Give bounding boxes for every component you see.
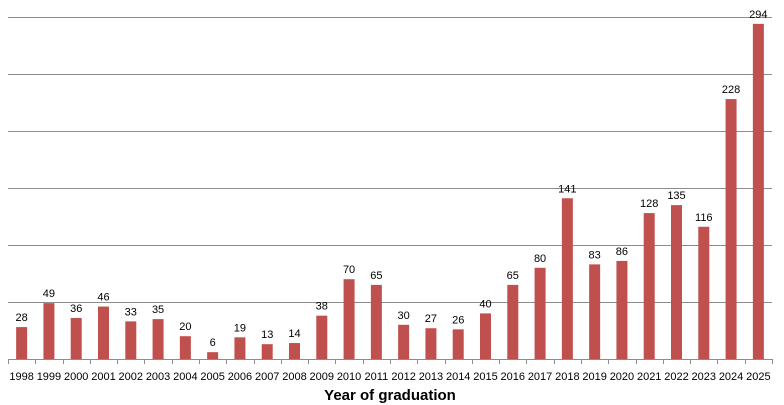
bar-2018	[561, 198, 573, 359]
data-label-2020: 86	[616, 246, 628, 258]
x-tick-label-2003: 2003	[146, 371, 170, 383]
bar-2022	[671, 205, 682, 359]
bar-2002	[125, 321, 137, 359]
x-tick-label-2015: 2015	[473, 371, 497, 383]
data-label-2016: 65	[507, 270, 519, 282]
x-tick-label-2022: 2022	[664, 371, 688, 383]
bar-2009	[316, 315, 328, 359]
bar-1999	[43, 303, 55, 359]
x-tick-label-2013: 2013	[419, 371, 443, 383]
bar-2006	[234, 337, 246, 359]
x-tick-label-2018: 2018	[555, 371, 579, 383]
data-label-2006: 19	[234, 322, 246, 334]
data-label-2017: 80	[534, 253, 546, 265]
data-label-2021: 128	[640, 198, 658, 210]
bar-2020	[616, 260, 628, 359]
data-label-2004: 20	[179, 321, 191, 333]
bar-2003	[152, 319, 164, 359]
bar-2008	[289, 343, 300, 359]
x-tick-label-2012: 2012	[391, 371, 415, 383]
bar-2010	[343, 279, 355, 359]
x-tick-label-1998: 1998	[9, 371, 33, 383]
x-tick-label-2025: 2025	[746, 371, 770, 383]
x-tick-label-2019: 2019	[582, 371, 606, 383]
data-label-2024: 228	[722, 84, 740, 96]
x-tick-label-2001: 2001	[91, 371, 115, 383]
x-tick-label-2006: 2006	[228, 371, 252, 383]
x-tick-label-2016: 2016	[501, 371, 525, 383]
bar-2001	[98, 306, 109, 359]
bar-2016	[507, 284, 519, 359]
x-tick-label-2009: 2009	[310, 371, 334, 383]
bar-2017	[534, 267, 546, 359]
x-tick-label-2023: 2023	[692, 371, 716, 383]
bar-1998	[16, 327, 28, 359]
data-label-2002: 33	[125, 306, 137, 318]
data-label-2009: 38	[316, 301, 328, 313]
bar-2019	[589, 264, 601, 359]
data-label-2010: 70	[343, 264, 355, 276]
bar-2025	[752, 23, 764, 360]
bar-2000	[70, 317, 82, 359]
data-label-2013: 27	[425, 313, 437, 325]
data-label-2007: 13	[261, 329, 273, 341]
bar-2005	[207, 352, 219, 359]
x-tick-label-2004: 2004	[173, 371, 197, 383]
data-label-2005: 6	[210, 337, 216, 349]
x-tick-label-2020: 2020	[610, 371, 634, 383]
x-tick-label-2000: 2000	[64, 371, 88, 383]
x-tick-label-2008: 2008	[282, 371, 306, 383]
bar-2004	[179, 336, 191, 359]
x-tick-label-2024: 2024	[719, 371, 743, 383]
data-label-2022: 135	[667, 190, 685, 202]
x-axis: 1998 1999 2000 2001 2002 2003 2004 2005 2006 2007…	[8, 359, 773, 383]
x-tick-label-2007: 2007	[255, 371, 279, 383]
x-tick-label-2011: 2011	[365, 371, 389, 383]
bar-2013	[425, 328, 437, 359]
data-label-2025: 294	[749, 9, 767, 21]
x-tick-label-2017: 2017	[528, 371, 552, 383]
bar-2011	[370, 284, 382, 359]
data-label-2012: 30	[398, 310, 410, 322]
data-label-2019: 83	[589, 249, 601, 261]
bar-2023	[698, 226, 710, 359]
x-tick-label-1999: 1999	[37, 371, 61, 383]
x-tick-label-2014: 2014	[446, 371, 470, 383]
data-label-2008: 14	[288, 328, 300, 340]
data-label-1998: 28	[16, 312, 28, 324]
x-tick-label-2010: 2010	[337, 371, 361, 383]
bar-2007	[261, 344, 273, 359]
data-label-2000: 36	[70, 303, 82, 315]
x-tick-label-2021: 2021	[637, 371, 661, 383]
bar-2015	[480, 313, 491, 359]
data-label-1999: 49	[43, 288, 55, 300]
data-label-2011: 65	[370, 270, 382, 282]
x-tick-label-2005: 2005	[200, 371, 224, 383]
data-label-2003: 35	[152, 304, 164, 316]
data-label-2015: 40	[479, 298, 491, 310]
data-labels: 28 49 36 46 33 35 20 6 19 13 14 38 70 65 30 27 26 40 65 80 1…	[16, 9, 768, 349]
bar-2024	[725, 99, 737, 359]
gridlines	[8, 17, 772, 303]
bars	[16, 23, 764, 360]
x-axis-title: Year of graduation	[324, 387, 456, 404]
bar-2014	[452, 329, 464, 359]
x-tick-label-2002: 2002	[119, 371, 143, 383]
bar-2021	[643, 213, 655, 359]
data-label-2018: 141	[558, 183, 576, 195]
data-label-2014: 26	[452, 314, 464, 326]
bar-2012	[398, 324, 410, 359]
data-label-2023: 116	[695, 212, 713, 224]
data-label-2001: 46	[97, 292, 109, 304]
